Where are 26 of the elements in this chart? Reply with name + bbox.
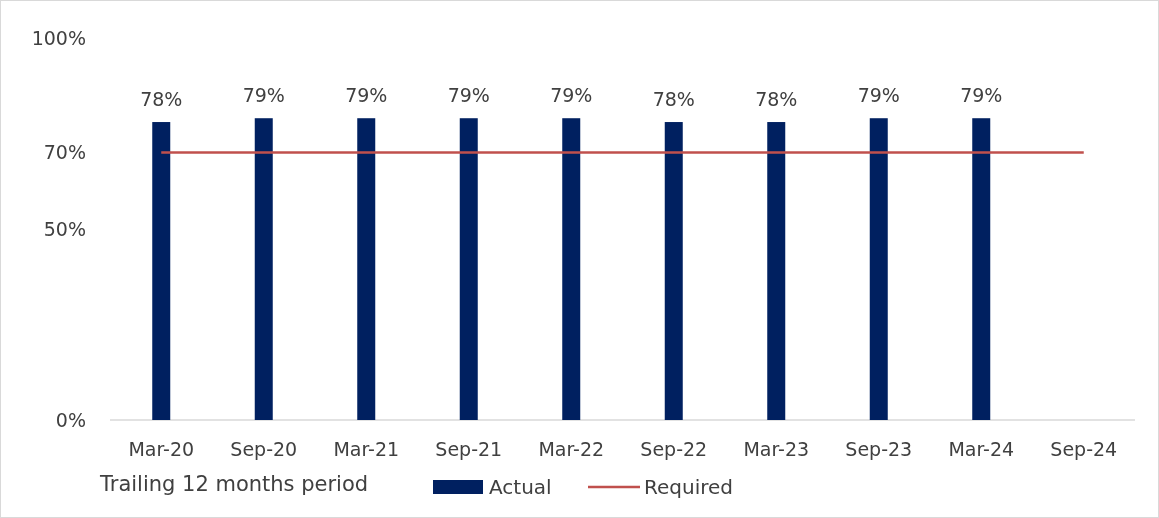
x-tick-label: Sep-21 bbox=[435, 438, 503, 460]
data-label: 78% bbox=[755, 88, 798, 111]
x-tick-label: Sep-23 bbox=[845, 438, 913, 460]
y-tick-label: 70% bbox=[43, 141, 86, 164]
y-tick-label: 0% bbox=[55, 408, 86, 431]
x-tick-label: Mar-20 bbox=[128, 438, 195, 460]
x-tick-label: Mar-22 bbox=[538, 438, 605, 460]
data-label: 79% bbox=[550, 84, 593, 107]
y-tick-label: 50% bbox=[43, 217, 86, 240]
legend-label: Actual bbox=[489, 475, 552, 499]
x-tick-label: Sep-24 bbox=[1050, 438, 1118, 460]
x-tick-label: Sep-22 bbox=[640, 438, 708, 460]
data-label: 79% bbox=[447, 84, 490, 107]
data-label: 79% bbox=[857, 84, 900, 107]
x-tick-label: Mar-21 bbox=[333, 438, 400, 460]
data-label: 78% bbox=[652, 88, 695, 111]
x-axis-title: Trailing 12 months period bbox=[99, 472, 369, 496]
data-label: 79% bbox=[960, 84, 1003, 107]
legend-label: Required bbox=[644, 475, 734, 499]
x-tick-label: Sep-20 bbox=[230, 438, 298, 460]
data-label: 79% bbox=[242, 84, 285, 107]
data-label: 78% bbox=[140, 88, 183, 111]
data-label: 79% bbox=[345, 84, 388, 107]
x-tick-label: Mar-23 bbox=[743, 438, 810, 460]
y-tick-label: 100% bbox=[31, 26, 86, 49]
x-tick-label: Mar-24 bbox=[948, 438, 1015, 460]
